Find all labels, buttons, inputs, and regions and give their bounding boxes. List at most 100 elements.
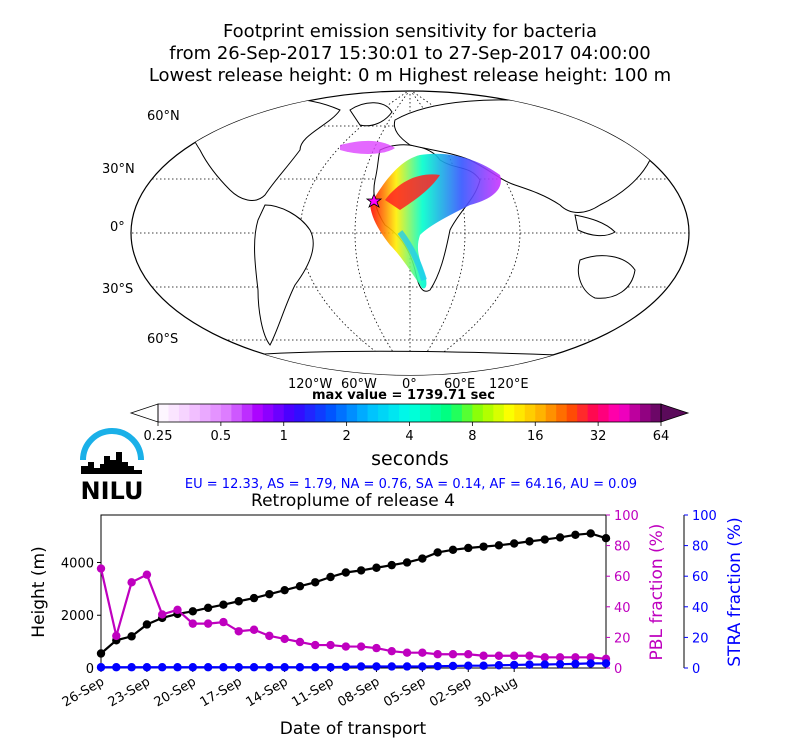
stra-fraction-point	[142, 663, 152, 672]
stra-fraction-point	[280, 663, 289, 672]
plot-frame	[100, 514, 607, 669]
lon-label-60w: 60°W	[341, 377, 377, 392]
chart-series	[96, 529, 611, 672]
stra-fraction-point	[387, 662, 396, 671]
pbl-fraction-point	[341, 642, 351, 651]
stra-fraction-point	[509, 660, 519, 670]
stra-fraction-point	[203, 663, 213, 672]
height-point	[265, 589, 274, 599]
y3-axis-label: STRA fraction (%)	[725, 517, 745, 666]
pbl-fraction-point	[402, 648, 412, 657]
pbl-fraction-point	[326, 640, 335, 650]
height-point	[571, 530, 580, 539]
lat-label-60s: 60°S	[147, 332, 179, 347]
y3-tick-label: 60	[692, 570, 709, 585]
x-tick-label: 08-Sep	[335, 674, 382, 710]
colorbar-unit-label: seconds	[371, 448, 449, 470]
colorbar-cell	[399, 404, 410, 422]
colorbar-tick-label: 1	[279, 429, 288, 444]
colorbar-cell	[199, 404, 211, 422]
colorbar-tick-label: 4	[405, 429, 414, 444]
colorbar-cell	[587, 404, 599, 422]
height-point	[494, 541, 504, 550]
height-point	[418, 554, 427, 563]
pbl-fraction-point	[418, 648, 427, 657]
y2-tick-label: 80	[614, 540, 631, 555]
footprint-map	[130, 90, 690, 376]
stra-fraction-point	[601, 659, 611, 668]
pbl-fraction-point	[219, 617, 228, 627]
colorbar-cell	[503, 404, 515, 422]
y-tick-label: 4000	[61, 556, 94, 571]
pbl-fraction-point	[142, 570, 152, 579]
colorbar-cell	[514, 404, 526, 422]
stra-fraction-point	[448, 661, 458, 671]
colorbar	[129, 403, 690, 426]
y2-tick-label: 20	[614, 631, 631, 646]
colorbar-tick-label: 32	[589, 429, 607, 444]
pbl-fraction-point	[586, 653, 595, 662]
colorbar-cell	[294, 404, 306, 422]
colorbar-cells	[158, 404, 662, 422]
stra-fraction-point	[479, 661, 488, 670]
height-point	[127, 632, 136, 641]
height-point	[234, 597, 243, 606]
height-point	[372, 563, 381, 572]
colorbar-cell	[577, 404, 589, 422]
colorbar-cell	[388, 404, 400, 422]
colorbar-tick-label: 2	[342, 429, 351, 444]
chart-text: Retroplume of release 4 Date of transpor…	[29, 491, 745, 739]
pbl-fraction-point	[173, 605, 182, 615]
stra-fraction-point	[265, 663, 274, 672]
colorbar-tick-label: 16	[526, 429, 544, 444]
pbl-fraction-point	[540, 653, 549, 662]
figure-title-line-2: from 26-Sep-2017 15:30:01 to 27-Sep-2017…	[169, 43, 651, 64]
stra-fraction-point	[96, 663, 106, 672]
pbl-fraction-point	[96, 564, 106, 573]
y3-tick-label: 100	[692, 509, 717, 524]
stra-fraction-point	[402, 662, 412, 671]
max-value-label: max value = 1739.71 sec	[312, 388, 495, 403]
colorbar-cell	[367, 404, 379, 422]
colorbar-cell	[178, 404, 190, 422]
colorbar-cell	[608, 404, 620, 422]
height-point	[433, 548, 442, 557]
y-tick-label: 2000	[61, 609, 94, 624]
pbl-fraction-point	[234, 627, 243, 636]
height-point	[341, 568, 351, 577]
pbl-fraction-point	[525, 651, 534, 660]
height-point	[96, 649, 106, 658]
colorbar-tick-label: 0.5	[210, 429, 232, 444]
lat-label-60n: 60°N	[147, 109, 180, 124]
colorbar-cell	[430, 404, 442, 422]
stra-fraction-point	[249, 663, 259, 672]
height-point	[326, 572, 335, 582]
stra-fraction-point	[326, 663, 335, 672]
stra-fraction-point	[372, 662, 381, 671]
colorbar-cell	[451, 404, 463, 422]
x-tick-label: 20-Sep	[152, 674, 199, 710]
lon-label-120w: 120°W	[288, 377, 333, 392]
y3-tick-label: 40	[692, 601, 709, 616]
x-tick-label: 11-Sep	[289, 674, 336, 710]
pbl-fraction-point	[555, 653, 565, 662]
lat-label-0: 0°	[110, 220, 125, 235]
stra-fraction-line	[101, 662, 606, 669]
pbl-fraction-point	[494, 651, 504, 660]
pbl-fraction-point	[127, 578, 136, 587]
colorbar-cell	[346, 404, 358, 422]
colorbar-cell	[640, 404, 652, 422]
height-point	[509, 539, 519, 548]
x-tick-label: 26-Sep	[60, 674, 107, 710]
colorbar-tick-label: 64	[652, 429, 670, 444]
colorbar-cell	[273, 404, 285, 422]
colorbar-cell	[241, 404, 253, 422]
y2-tick-label: 60	[614, 570, 631, 585]
colorbar-cell	[357, 404, 369, 422]
logo-arc	[80, 428, 144, 461]
height-point	[540, 535, 549, 544]
stra-fraction-point	[571, 659, 580, 669]
height-point	[555, 533, 565, 542]
y2-axis-label: PBL fraction (%)	[647, 524, 667, 661]
colorbar-tick-label: 8	[468, 429, 477, 444]
